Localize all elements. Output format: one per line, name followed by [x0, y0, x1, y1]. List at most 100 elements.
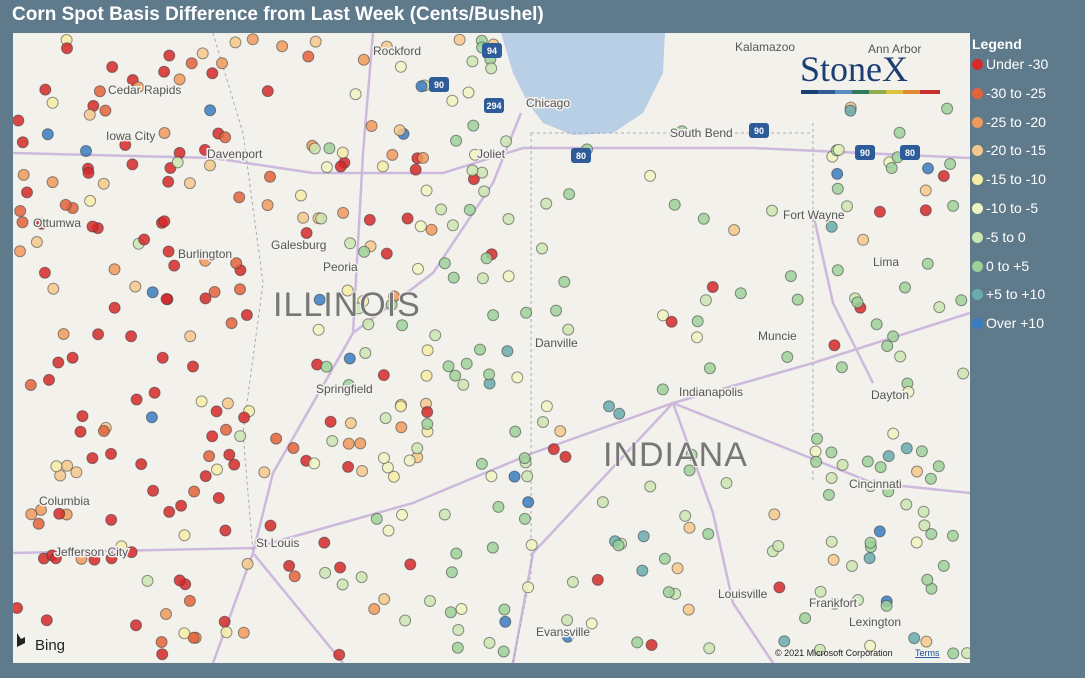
location-dot [210, 405, 223, 418]
location-dot [449, 369, 462, 382]
location-dot [706, 281, 719, 293]
location-dot [223, 448, 236, 461]
location-dot [396, 319, 409, 332]
location-dot [158, 215, 171, 228]
location-dot [403, 454, 416, 467]
place-label: Galesburg [271, 238, 326, 252]
location-dot [561, 630, 574, 643]
location-dot [30, 236, 43, 248]
location-dot [781, 351, 794, 363]
location-dot [485, 470, 498, 483]
location-dot [476, 166, 489, 179]
location-dot [438, 257, 451, 270]
location-dot [135, 458, 148, 471]
location-dot [474, 343, 486, 356]
location-dot [894, 350, 907, 363]
location-dot [162, 245, 175, 258]
location-dot [603, 400, 615, 413]
location-dot [241, 557, 254, 570]
location-dot [92, 328, 105, 341]
location-dot [66, 351, 79, 364]
location-dot [937, 170, 950, 182]
location-dot [158, 127, 171, 139]
location-dot [446, 94, 459, 107]
highway-shield [571, 148, 591, 163]
location-dot [768, 508, 781, 521]
location-dot [831, 264, 844, 277]
location-dot [691, 315, 704, 328]
location-dot [50, 460, 63, 473]
location-dot [199, 143, 211, 156]
place-label: Indianapolis [679, 385, 743, 399]
location-dot [204, 104, 217, 117]
legend-label: -15 to -10 [986, 171, 1046, 188]
location-dot [334, 160, 347, 173]
location-dot [466, 164, 479, 177]
location-dot [47, 282, 60, 295]
location-dot [35, 503, 47, 516]
provider: Bing [35, 637, 65, 654]
location-dot [75, 552, 88, 565]
location-dot [880, 599, 893, 612]
place-label: Cincinnati [849, 477, 902, 491]
location-dot [813, 643, 826, 656]
location-dot [171, 156, 184, 169]
legend-label: +5 to +10 [986, 286, 1046, 303]
location-dot [887, 427, 900, 440]
location-dot [115, 540, 128, 553]
location-dot [183, 177, 196, 190]
highway-shield [900, 145, 920, 160]
location-dot [382, 524, 395, 537]
location-dot [772, 540, 785, 552]
title: Corn Spot Basis Difference from Last Wee… [12, 4, 544, 25]
legend-item: -10 to -5 [972, 200, 1048, 229]
location-dot [326, 435, 339, 447]
location-dot [864, 639, 877, 652]
location-dot [499, 615, 512, 628]
legend-swatch [972, 59, 983, 70]
location-dot [822, 488, 835, 501]
location-dot [460, 357, 473, 370]
location-dot [810, 455, 823, 468]
place-label: Jefferson City [55, 545, 128, 559]
location-dot [841, 200, 853, 213]
terms-link[interactable]: Terms [915, 648, 940, 658]
location-dot [349, 88, 362, 101]
location-dot [138, 233, 151, 246]
legend-swatch [972, 116, 983, 128]
location-dot [342, 460, 355, 473]
location-dot [333, 648, 346, 661]
location-dot [902, 385, 915, 398]
location-dot [483, 368, 496, 381]
legend-label: 0 to +5 [986, 257, 1030, 274]
place-label: Lima [873, 255, 899, 269]
location-dot [566, 576, 579, 588]
location-dot [212, 492, 225, 504]
location-dot [344, 237, 357, 250]
location-dot [520, 306, 533, 319]
location-dot [399, 614, 412, 627]
location-dot [379, 412, 392, 425]
lake-michigan [501, 33, 665, 135]
location-dot [937, 559, 950, 572]
location-dot [656, 383, 669, 396]
legend-item: -30 to -25 [972, 85, 1048, 114]
location-dot [342, 379, 355, 391]
location-dot [467, 119, 480, 132]
place-label: Peoria [323, 260, 358, 274]
location-dot [401, 212, 414, 225]
location-dot [130, 393, 143, 406]
location-dot [921, 257, 934, 270]
location-dot [378, 452, 390, 464]
location-dot [357, 53, 370, 66]
location-dot [831, 182, 844, 195]
legend-item: 0 to +5 [972, 258, 1048, 287]
location-dot [206, 430, 219, 443]
location-dot [417, 151, 429, 164]
location-dot [900, 442, 913, 455]
legend-label: -10 to -5 [986, 199, 1039, 216]
location-dot [404, 558, 417, 571]
location-dot [887, 330, 900, 343]
location-dot [175, 499, 188, 512]
location-dot [682, 603, 695, 616]
